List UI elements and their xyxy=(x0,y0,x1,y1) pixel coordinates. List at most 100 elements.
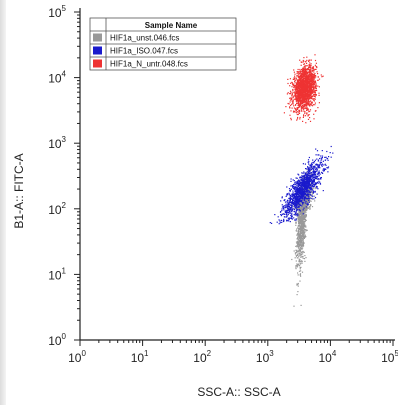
data-point xyxy=(296,201,299,203)
data-point xyxy=(298,260,300,262)
data-point xyxy=(314,200,316,202)
data-point xyxy=(320,157,322,159)
data-point xyxy=(308,94,310,97)
data-point xyxy=(325,164,327,166)
data-point xyxy=(292,96,294,99)
data-point xyxy=(312,81,314,83)
data-point xyxy=(306,188,308,190)
data-point xyxy=(301,216,303,218)
data-point xyxy=(301,200,303,202)
data-point xyxy=(304,204,306,206)
data-point xyxy=(291,107,293,109)
data-point xyxy=(302,205,305,207)
data-point xyxy=(305,197,307,199)
data-point xyxy=(314,170,316,172)
data-point xyxy=(317,154,319,156)
data-point xyxy=(307,196,309,198)
data-point xyxy=(300,226,302,228)
data-point xyxy=(304,188,306,191)
data-point xyxy=(311,175,313,177)
data-point xyxy=(312,188,314,190)
data-point xyxy=(315,184,317,186)
data-point xyxy=(281,208,283,210)
data-point xyxy=(298,110,300,112)
data-point xyxy=(306,205,308,207)
data-point xyxy=(293,193,295,195)
data-point xyxy=(317,188,319,190)
data-point xyxy=(310,87,312,89)
data-point xyxy=(309,208,311,210)
data-point xyxy=(311,75,313,77)
data-point xyxy=(298,188,300,190)
data-point xyxy=(311,86,314,88)
data-point xyxy=(308,86,310,88)
data-point xyxy=(309,199,311,201)
data-point xyxy=(319,157,321,160)
data-point xyxy=(322,169,324,171)
data-point xyxy=(305,215,307,217)
data-point xyxy=(300,98,302,100)
data-point xyxy=(291,97,293,99)
data-point xyxy=(297,85,300,87)
data-point xyxy=(294,84,296,87)
data-point xyxy=(308,77,310,80)
data-point xyxy=(302,194,305,197)
data-point xyxy=(299,244,302,246)
data-point xyxy=(303,86,305,88)
data-point xyxy=(305,201,308,203)
data-point xyxy=(298,233,300,235)
data-point xyxy=(300,79,302,81)
data-point xyxy=(306,76,308,78)
data-point xyxy=(312,76,315,78)
data-point xyxy=(299,237,301,239)
data-point xyxy=(301,256,304,258)
data-point xyxy=(280,211,282,213)
data-point xyxy=(292,88,294,91)
data-point xyxy=(295,193,297,195)
data-point xyxy=(316,175,318,177)
series-points-1 xyxy=(269,145,334,225)
data-point xyxy=(295,205,297,207)
data-point xyxy=(282,206,284,208)
data-point xyxy=(297,214,299,216)
data-point xyxy=(292,198,294,200)
data-point xyxy=(301,235,303,237)
data-point xyxy=(299,218,302,220)
data-point xyxy=(310,173,312,175)
data-point xyxy=(308,66,310,68)
data-point xyxy=(305,172,307,174)
data-point xyxy=(295,186,297,188)
data-point xyxy=(294,111,296,113)
data-point xyxy=(305,195,307,197)
data-point xyxy=(314,174,316,176)
data-point xyxy=(314,184,316,186)
data-point xyxy=(304,205,306,207)
data-point xyxy=(296,204,298,206)
data-point xyxy=(303,194,305,196)
data-point xyxy=(312,186,314,188)
data-point xyxy=(299,261,301,263)
data-point xyxy=(313,165,316,167)
data-point xyxy=(296,101,298,103)
data-point xyxy=(297,241,299,243)
data-point xyxy=(297,242,299,244)
data-point xyxy=(308,76,310,78)
data-point xyxy=(313,169,315,171)
data-point xyxy=(312,84,314,86)
data-point xyxy=(314,72,316,75)
data-point xyxy=(303,104,305,106)
data-point xyxy=(307,87,309,89)
data-point xyxy=(311,91,313,93)
data-point xyxy=(304,80,306,83)
legend-swatch xyxy=(93,46,102,55)
data-point xyxy=(304,112,306,114)
data-point xyxy=(303,179,305,181)
data-point xyxy=(321,165,323,167)
data-point xyxy=(297,204,299,206)
data-point xyxy=(301,99,303,101)
data-point xyxy=(315,65,317,68)
data-point xyxy=(308,189,310,191)
data-point xyxy=(308,182,310,185)
data-point xyxy=(295,109,297,111)
data-point xyxy=(301,101,303,104)
